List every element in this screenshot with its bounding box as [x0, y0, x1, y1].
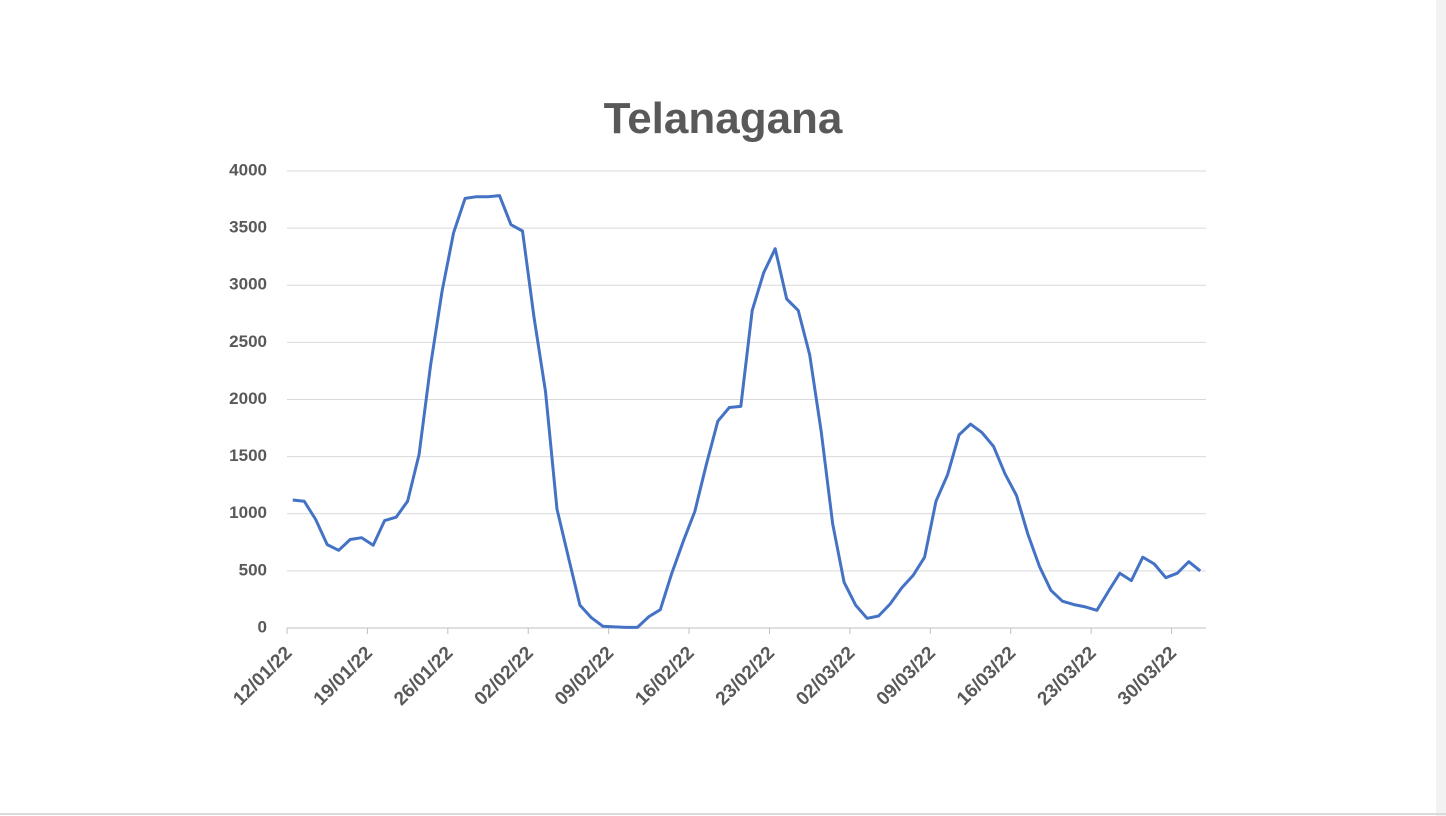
x-tick-label: 23/02/22 — [712, 643, 779, 710]
x-tick-label: 19/01/22 — [310, 643, 377, 710]
y-tick-label: 0 — [258, 617, 267, 636]
x-tick-label: 09/02/22 — [551, 643, 618, 710]
y-tick-label: 3500 — [229, 218, 267, 237]
y-tick-label: 4000 — [229, 160, 267, 179]
y-tick-label: 500 — [239, 560, 267, 579]
y-tick-label: 3000 — [229, 275, 267, 294]
x-tick-label: 02/03/22 — [792, 643, 859, 710]
y-tick-label: 1000 — [229, 503, 267, 522]
y-tick-label: 1500 — [229, 446, 267, 465]
x-tick-label: 16/03/22 — [953, 643, 1020, 710]
chart-title: Telanagana — [604, 94, 843, 143]
y-tick-label: 2500 — [229, 332, 267, 351]
x-tick-label: 23/03/22 — [1034, 643, 1101, 710]
x-tick-label: 16/02/22 — [631, 643, 698, 710]
x-tick-label: 26/01/22 — [390, 643, 457, 710]
y-tick-label: 2000 — [229, 389, 267, 408]
data-line — [292, 194, 1202, 629]
x-tick-label: 09/03/22 — [873, 643, 940, 710]
edge-strip — [1436, 0, 1446, 816]
x-tick-label: 30/03/22 — [1114, 643, 1181, 710]
x-tick-label: 02/02/22 — [471, 643, 538, 710]
x-tick-label: 12/01/22 — [229, 643, 296, 710]
